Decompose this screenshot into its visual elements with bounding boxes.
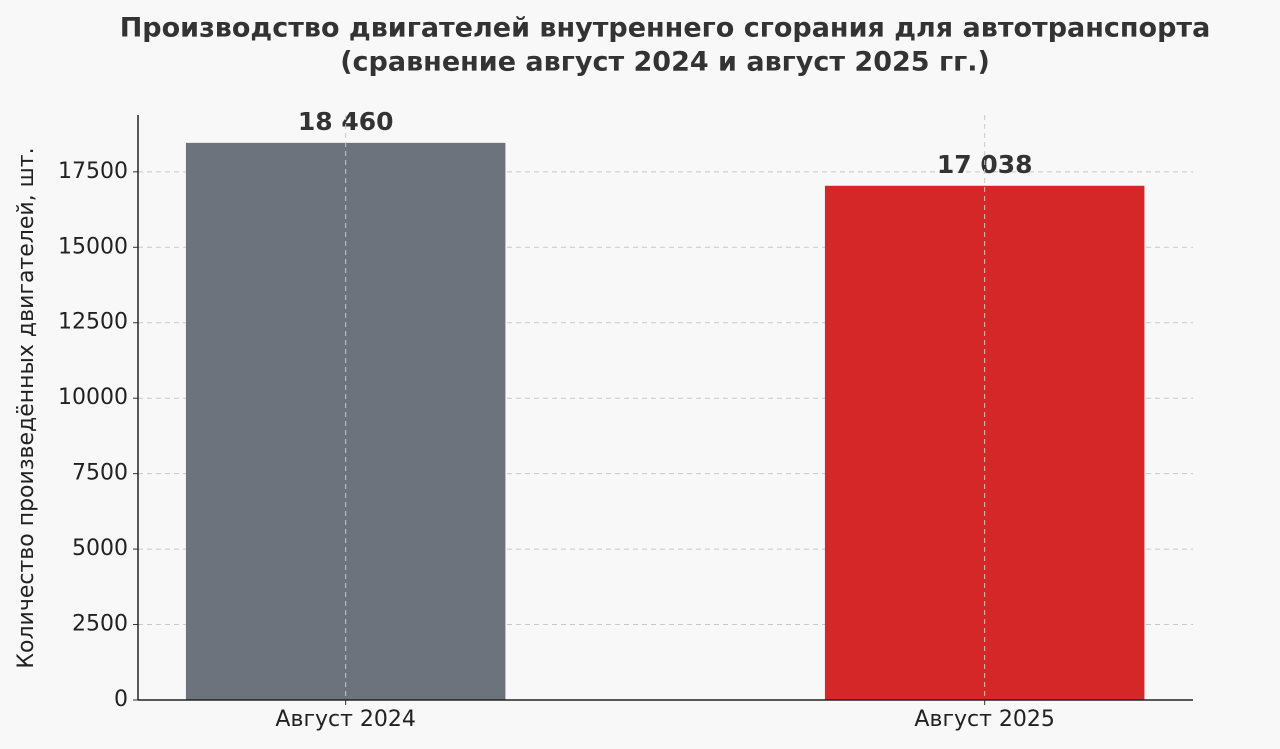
value-label: 18 460 <box>298 107 394 136</box>
chart-title: Производство двигателей внутреннего сгор… <box>120 13 1211 44</box>
y-tick-label: 7500 <box>72 461 128 486</box>
y-tick-label: 2500 <box>72 612 128 637</box>
chart-subtitle: (сравнение август 2024 и август 2025 гг.… <box>340 47 990 78</box>
y-tick-label: 0 <box>114 687 128 712</box>
y-axis-label: Количество произведённых двигателей, шт. <box>14 147 39 668</box>
y-tick-label: 5000 <box>72 536 128 561</box>
y-tick-label: 15000 <box>58 234 128 259</box>
x-tick-label: Август 2024 <box>275 707 416 732</box>
y-tick-label: 12500 <box>58 310 128 335</box>
y-tick-label: 10000 <box>58 385 128 410</box>
x-tick-label: Август 2025 <box>914 707 1055 732</box>
y-tick-label: 17500 <box>58 159 128 184</box>
